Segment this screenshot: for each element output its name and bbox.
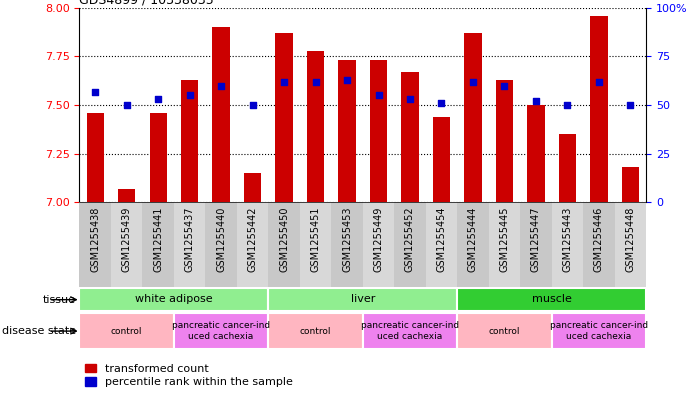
Text: control: control [300,327,331,336]
Point [153,96,164,103]
Text: disease state: disease state [2,326,76,336]
Bar [111,202,142,287]
Text: control: control [111,327,142,336]
Bar [401,72,419,202]
Bar [142,202,174,287]
Point [499,83,510,89]
Bar [268,313,363,349]
Point [625,102,636,108]
Text: muscle: muscle [531,294,571,304]
Point [404,96,415,103]
Point [562,102,573,108]
Bar [527,105,545,202]
Bar [307,51,324,202]
Bar [212,27,230,202]
Point [278,79,290,85]
Text: pancreatic cancer-ind
uced cachexia: pancreatic cancer-ind uced cachexia [172,321,270,341]
Bar [590,16,607,202]
Text: control: control [489,327,520,336]
Point [247,102,258,108]
Bar [495,80,513,202]
Bar [464,33,482,202]
Bar [551,313,646,349]
Bar [149,113,167,202]
Point [216,83,227,89]
Text: GDS4899 / 10338035: GDS4899 / 10338035 [79,0,214,7]
Bar [244,173,261,202]
Text: GSM1255451: GSM1255451 [310,207,321,272]
Bar [363,202,395,287]
Point [436,100,447,107]
Legend: transformed count, percentile rank within the sample: transformed count, percentile rank withi… [85,364,293,387]
Bar [457,202,489,287]
Text: pancreatic cancer-ind
uced cachexia: pancreatic cancer-ind uced cachexia [550,321,648,341]
Point [310,79,321,85]
Bar [174,202,205,287]
Point [341,77,352,83]
Text: GSM1255452: GSM1255452 [405,207,415,272]
Point [121,102,132,108]
Bar [331,202,363,287]
Point [531,98,542,105]
Bar [300,202,331,287]
Bar [237,202,268,287]
Text: GSM1255445: GSM1255445 [500,207,509,272]
Text: GSM1255446: GSM1255446 [594,207,604,272]
Text: GSM1255437: GSM1255437 [184,207,195,272]
Bar [339,61,356,202]
Bar [551,202,583,287]
Bar [457,313,551,349]
Text: GSM1255447: GSM1255447 [531,207,541,272]
Text: white adipose: white adipose [135,294,213,304]
Bar [79,288,268,311]
Bar [174,313,268,349]
Bar [181,80,198,202]
Bar [268,288,457,311]
Point [90,88,101,95]
Bar [86,113,104,202]
Text: GSM1255444: GSM1255444 [468,207,478,272]
Bar [426,202,457,287]
Bar [559,134,576,202]
Text: GSM1255440: GSM1255440 [216,207,226,272]
Text: GSM1255454: GSM1255454 [437,207,446,272]
Text: tissue: tissue [43,295,76,305]
Bar [433,117,450,202]
Text: pancreatic cancer-ind
uced cachexia: pancreatic cancer-ind uced cachexia [361,321,459,341]
Bar [276,33,293,202]
Bar [79,202,111,287]
Bar [370,61,387,202]
Text: GSM1255441: GSM1255441 [153,207,163,272]
Point [467,79,478,85]
Bar [395,202,426,287]
Point [184,92,195,99]
Bar [489,202,520,287]
Text: GSM1255442: GSM1255442 [247,207,258,272]
Bar [118,189,135,202]
Point [594,79,605,85]
Bar [363,313,457,349]
Text: GSM1255438: GSM1255438 [91,207,100,272]
Text: GSM1255449: GSM1255449 [374,207,384,272]
Bar [520,202,551,287]
Bar [205,202,237,287]
Bar [457,288,646,311]
Bar [614,202,646,287]
Text: liver: liver [350,294,375,304]
Text: GSM1255453: GSM1255453 [342,207,352,272]
Bar [583,202,614,287]
Text: GSM1255450: GSM1255450 [279,207,289,272]
Text: GSM1255448: GSM1255448 [625,207,635,272]
Bar [268,202,300,287]
Bar [79,313,174,349]
Bar [622,167,639,202]
Text: GSM1255443: GSM1255443 [562,207,572,272]
Text: GSM1255439: GSM1255439 [122,207,132,272]
Point [373,92,384,99]
